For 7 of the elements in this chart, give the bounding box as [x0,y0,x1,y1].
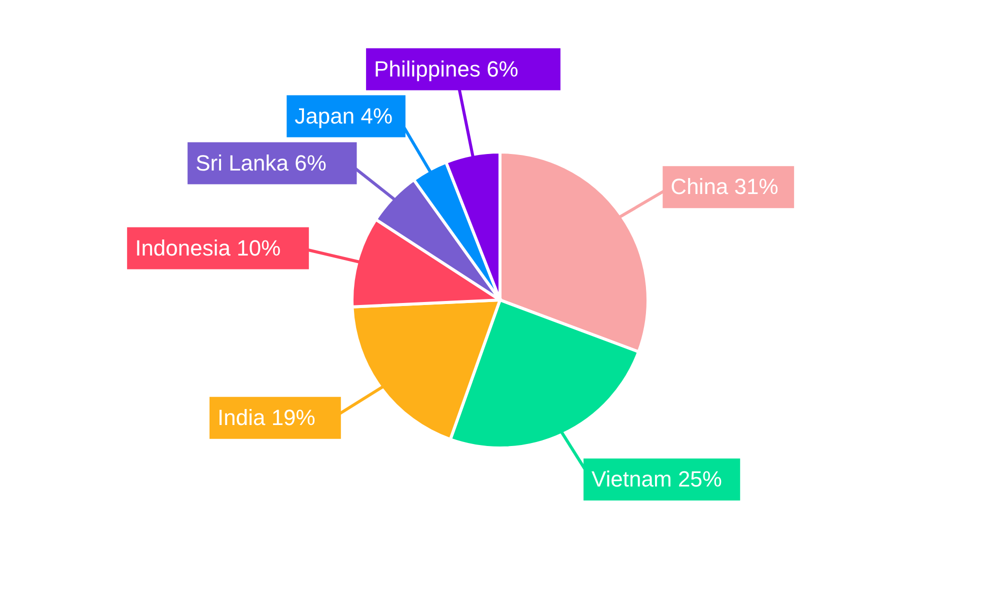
slice-label: Japan 4% [294,103,393,128]
slice-label: Vietnam 25% [592,466,722,492]
slice-label: China 31% [670,174,778,200]
slice-label: Indonesia 10% [135,235,281,260]
slice-label: Sri Lanka 6% [196,150,326,176]
slice-label: Philippines 6% [374,56,518,82]
slice-label: India 19% [218,404,316,430]
